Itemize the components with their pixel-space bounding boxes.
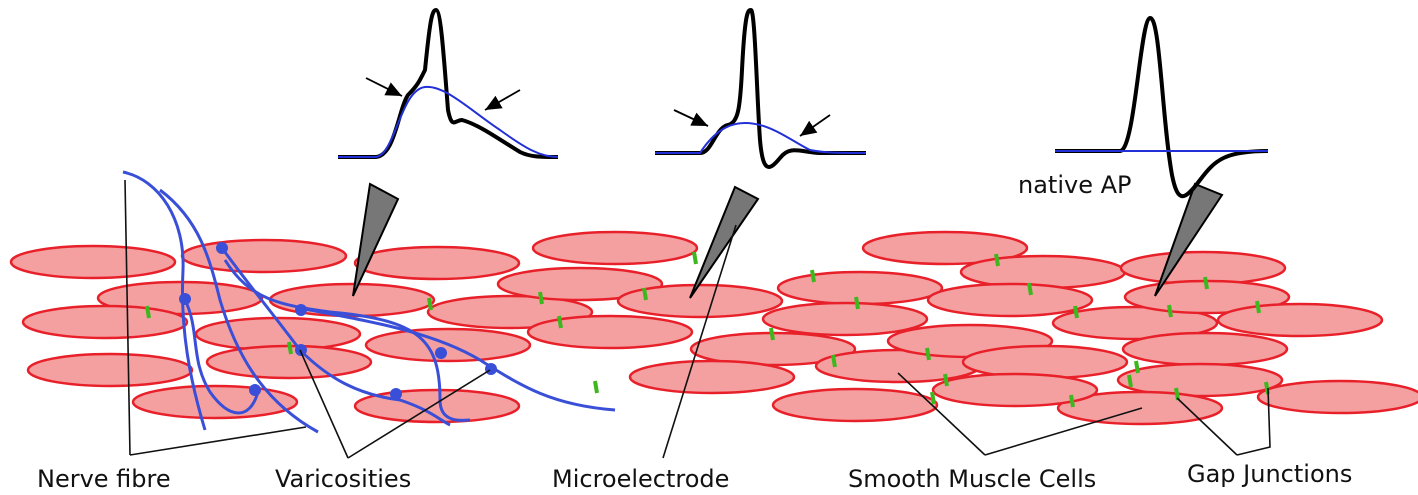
gap-junction [769,327,775,341]
callout-line [984,407,1143,456]
gap-junction [557,315,563,329]
microelectrode-label: Microelectrode [552,465,729,493]
blocked-response [655,121,867,154]
smooth-muscle-cell [861,230,1029,266]
varicosity [295,344,307,356]
varicosity [435,347,447,359]
smooth-muscle-cell [926,282,1094,318]
smooth-muscle-cell [628,359,796,395]
callout-line [662,224,737,459]
gap-junction [1255,300,1261,314]
smooth-muscle-cell [1216,302,1384,338]
arrow [673,109,709,127]
gap-junction [1073,305,1079,319]
waveform-1 [338,7,559,159]
callout-line [347,369,491,459]
callout-line [1236,387,1271,456]
nerve-fibre [159,188,319,434]
nerve-fibre [183,299,260,415]
gap-junction [642,287,648,301]
action-potential [655,7,866,169]
arrow [365,77,403,97]
smooth-muscle-cell [9,244,177,280]
smooth-muscle-cell [931,372,1099,408]
gap-junction [1069,394,1075,408]
arrow [484,89,521,111]
smooth-muscle-cell [959,254,1127,290]
smooth-muscle-cell [353,245,521,281]
nerve-fibres [122,170,616,434]
varicosity [249,384,261,396]
gap-junction [287,341,293,355]
smooth-muscle-cell [26,352,194,388]
smooth-muscle-cell [1051,305,1219,341]
nerve-fibre [223,259,471,422]
waveform-3 [1055,15,1269,199]
varicosity [216,242,228,254]
smooth-muscle-cell [1256,379,1418,415]
gap-junction [145,305,151,319]
callout-line [299,349,349,459]
callout-line [1176,397,1238,456]
nerve-fibre [299,306,616,412]
gap-junction [994,253,1000,267]
gap-junction [1203,276,1209,290]
gap-junction [1167,304,1173,318]
gap-junction [692,251,698,265]
gap-junction [538,291,544,305]
smooth-muscle-cell [268,282,436,318]
gap-junction [854,296,860,310]
smooth-muscle-cell [761,301,929,337]
nerve-fibre [122,170,207,431]
varicosities [179,242,497,400]
nerve-fibre-label: Nerve fibre [37,465,171,493]
callout-line [129,426,307,456]
varicosities-label: Varicosities [275,465,411,493]
action-potential [1055,15,1269,199]
gap-junction [831,354,837,368]
smooth-muscle-cell [526,314,694,350]
varicosity [179,293,191,305]
arrow [799,114,831,137]
gap-junctions-label: Gap Junctions [1187,460,1352,488]
varicosity [485,363,497,375]
smooth-muscle-cell [1119,250,1287,286]
smooth-muscle-cell [496,266,664,302]
action-potential [338,7,559,159]
smooth-muscle-cell [771,387,939,423]
smooth-muscle-cell [131,384,299,420]
microelectrode [352,182,400,297]
waveform-2 [655,7,867,169]
microelectrode [1154,182,1224,297]
varicosity [295,304,307,316]
smooth-muscle-cell [21,304,189,340]
gap-junctions [145,251,1270,408]
gap-junction [1134,360,1140,374]
gap-junction [925,347,931,361]
microelectrode [689,185,760,299]
smooth-muscle-cell [531,230,699,266]
gap-junction [943,373,949,387]
gap-junction [1027,282,1033,296]
callout-line [897,372,986,456]
callouts [124,179,1271,459]
blocked-response [338,85,559,158]
smooth-muscle-cells [9,230,1418,426]
smooth-muscle-cell [961,344,1129,380]
native-ap-label: native AP [1018,171,1131,199]
smooth-muscle-cell [1121,331,1289,367]
gap-junction [810,269,816,283]
gap-junction [1127,374,1133,388]
smooth-muscle-cell [776,270,944,306]
gap-junction [427,297,433,311]
smooth-muscle-cells-label: Smooth Muscle Cells [848,465,1096,493]
gap-junction [593,380,599,394]
callout-line [124,179,131,456]
varicosity [390,388,402,400]
gap-junction [930,391,936,405]
